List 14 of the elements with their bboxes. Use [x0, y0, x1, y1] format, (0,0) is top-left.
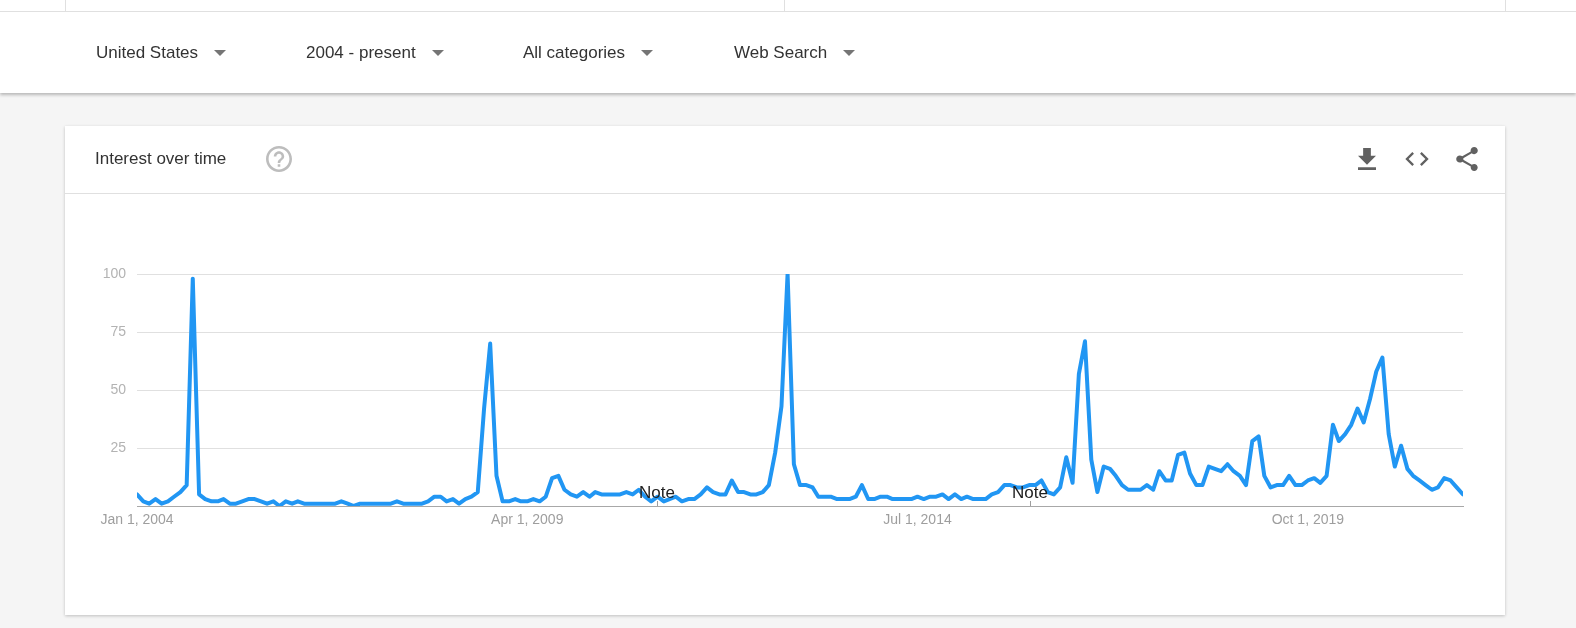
y-tick-label: 25	[110, 438, 127, 455]
x-tick-label: Oct 1, 2019	[1271, 511, 1345, 528]
text: United States	[96, 43, 199, 63]
y-tick-label: 75	[110, 322, 127, 339]
y-tick-label: 50	[110, 380, 127, 397]
text: 2004 - present	[306, 43, 416, 63]
chart-title: Interest over time	[95, 149, 227, 169]
x-tick-label: Jul 1, 2014	[883, 511, 952, 528]
text: All categories	[523, 43, 626, 63]
text: Web Search	[734, 43, 828, 63]
annotation: Note	[1012, 483, 1048, 502]
x-tick-label: Apr 1, 2009	[491, 511, 564, 528]
y-tick-label: 100	[102, 264, 127, 281]
x-tick-label: Jan 1, 2004	[100, 511, 174, 528]
